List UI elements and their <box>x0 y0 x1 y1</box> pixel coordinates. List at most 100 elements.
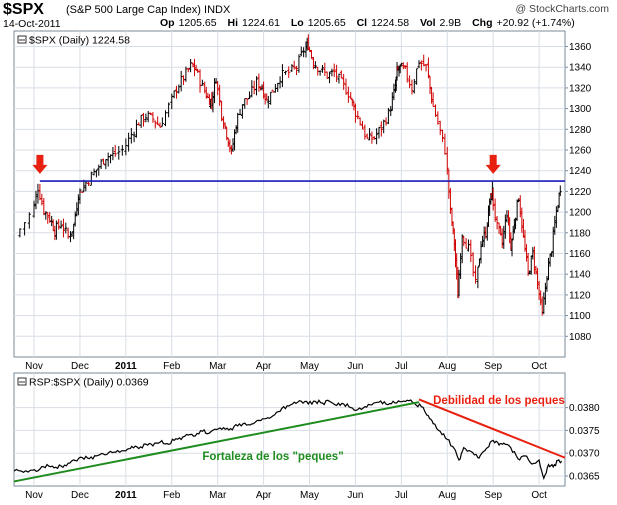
price-bar <box>290 64 294 72</box>
price-bar <box>44 211 48 220</box>
price-bar <box>328 71 332 84</box>
price-bar <box>223 122 227 130</box>
price-bar <box>412 79 416 94</box>
price-bar <box>78 188 82 204</box>
price-bar <box>156 116 160 126</box>
price-bar <box>476 266 480 289</box>
change-label: Chg <box>472 17 493 29</box>
price-bar <box>460 234 464 264</box>
price-bar <box>320 64 324 73</box>
low-label: Lo <box>290 17 304 29</box>
price-bar <box>266 95 270 109</box>
x-tick-label: Aug <box>438 490 456 501</box>
x-tick-label: Dec <box>71 361 89 372</box>
x-tick-label: Apr <box>256 361 272 372</box>
price-bar <box>160 117 164 127</box>
price-bar <box>456 266 460 299</box>
price-bar <box>325 71 329 80</box>
price-bar <box>99 158 103 170</box>
y-tick-label: 0.0375 <box>569 426 600 437</box>
y-tick-label: 0.0380 <box>569 403 600 414</box>
index-name: (S&P 500 Large Cap Index) INDX <box>66 4 230 16</box>
y-tick-label: 1100 <box>569 311 591 322</box>
x-tick-label: Mar <box>209 490 227 501</box>
index-full-name: (S&P 500 Large Cap Index) <box>66 4 201 16</box>
x-tick-label: 2011 <box>115 361 137 372</box>
price-bar <box>32 200 36 218</box>
y-tick-label: 1120 <box>569 290 591 301</box>
annotation-debilidad: Debilidad de los peques <box>433 395 565 407</box>
volume-value: 2.9B <box>439 17 462 29</box>
price-bar <box>309 49 313 59</box>
price-bar <box>389 105 393 117</box>
x-tick-label: Jul <box>395 361 408 372</box>
price-bar <box>466 239 470 252</box>
price-legend: $SPX (Daily) 1224.58 <box>29 35 130 47</box>
price-bar <box>358 117 362 126</box>
price-bar <box>129 128 133 144</box>
price-bar <box>337 73 341 84</box>
price-bar <box>149 112 153 116</box>
price-bar <box>344 78 348 95</box>
price-bar <box>218 84 222 106</box>
price-bar <box>375 128 379 145</box>
price-bar <box>332 63 336 77</box>
x-tick-label: Feb <box>163 361 181 372</box>
quote-date: 14-Oct-2011 <box>3 18 61 30</box>
x-tick-label: Jun <box>347 490 363 501</box>
high-label: Hi <box>227 17 238 29</box>
price-bar <box>462 236 466 247</box>
price-bar <box>245 97 249 105</box>
x-tick-label: Mar <box>209 361 227 372</box>
price-bar <box>40 193 44 206</box>
y-tick-label: 1340 <box>569 63 592 74</box>
price-bar <box>54 220 58 240</box>
price-bar <box>433 104 437 117</box>
price-bar <box>308 46 312 52</box>
price-bar <box>287 66 291 78</box>
price-bar <box>451 221 455 235</box>
price-bar <box>64 222 68 234</box>
price-bar <box>111 146 115 161</box>
price-bar <box>297 54 301 73</box>
price-bar <box>469 239 473 263</box>
change-value: +20.92 (+1.74%) <box>496 17 575 29</box>
price-bar <box>139 114 143 128</box>
low-value: 1205.65 <box>307 17 346 29</box>
price-bar <box>436 111 440 125</box>
price-bar <box>158 122 162 128</box>
price-bar <box>292 60 296 70</box>
price-bar <box>349 91 353 99</box>
price-bar <box>27 212 31 229</box>
price-bar <box>365 133 369 140</box>
down-arrow-2 <box>485 154 501 174</box>
y-tick-label: 1220 <box>569 187 592 198</box>
close-value: 1224.58 <box>371 17 410 29</box>
price-bar <box>104 158 108 170</box>
y-tick-label: 1180 <box>569 228 591 239</box>
price-bar <box>386 107 390 125</box>
price-bar <box>84 180 88 192</box>
price-bar <box>80 191 84 193</box>
symbol-title: $SPX <box>3 1 44 18</box>
price-bar <box>255 76 259 96</box>
price-bar <box>101 158 105 165</box>
open-value: 1205.65 <box>178 17 217 29</box>
price-bar <box>240 104 244 119</box>
price-panel: 1080 1100 1120 1140 1160 1180 1200 1220 1240 1260… <box>13 30 592 372</box>
x-tick-label: 2011 <box>115 490 137 501</box>
price-bar <box>142 112 146 127</box>
y-tick-label: 1280 <box>569 125 592 136</box>
price-bar <box>356 110 360 120</box>
ohlc-line: Op 1205.65 Hi 1224.61 Lo 1205.65 Cl 1224.58 … <box>160 17 583 29</box>
price-bar <box>280 64 284 88</box>
y-tick-label: 1260 <box>569 146 592 157</box>
y-tick-label: 1320 <box>569 83 592 94</box>
ratio-line <box>13 399 563 481</box>
price-bar <box>216 80 220 96</box>
stockcharts-credit: @ StockCharts.com <box>515 3 609 15</box>
price-bar <box>382 119 386 134</box>
price-bar <box>196 68 200 73</box>
